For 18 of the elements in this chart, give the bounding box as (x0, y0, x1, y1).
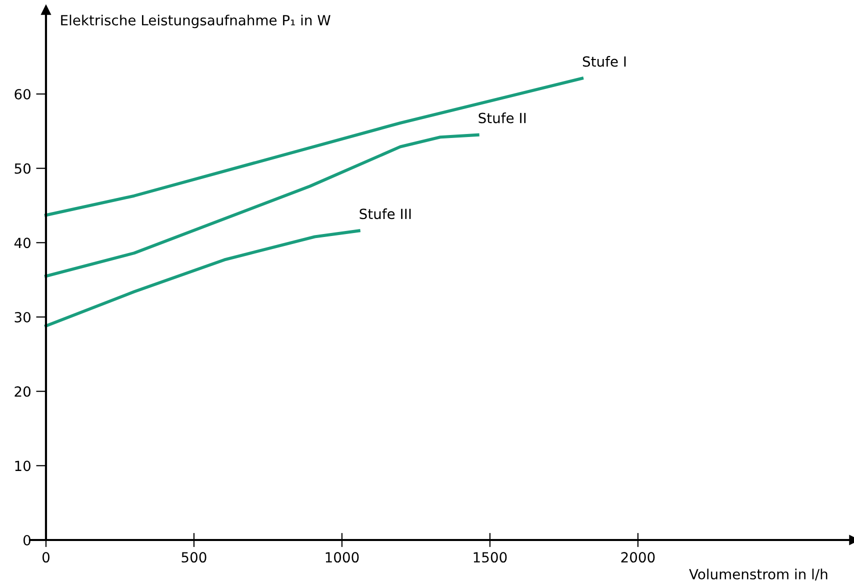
y-tick-label: 50 (14, 163, 30, 174)
y-tick-label: 60 (14, 88, 30, 100)
x-axis-title: Volumenstrom in l/h (689, 568, 828, 581)
x-tick-label: 500 (182, 552, 206, 563)
y-axis-title: Elektrische Leistungsaufnahme P₁ in W (61, 14, 330, 28)
line-series (44, 229, 360, 328)
series-label: Stufe II (478, 112, 526, 124)
x-tick-label: 2000 (621, 552, 655, 563)
x-tick-label: 0 (42, 552, 50, 563)
series-label: Stufe I (582, 56, 626, 67)
y-tick-label: 40 (14, 238, 30, 248)
y-tick-label: 20 (14, 386, 30, 397)
series-label: Stufe III (360, 208, 411, 220)
x-tick-label: 1000 (326, 552, 359, 563)
x-tick-label: 1500 (474, 552, 507, 563)
line-series (44, 133, 480, 278)
y-tick-label: 10 (15, 460, 30, 472)
y-tick-label: 30 (14, 312, 30, 322)
